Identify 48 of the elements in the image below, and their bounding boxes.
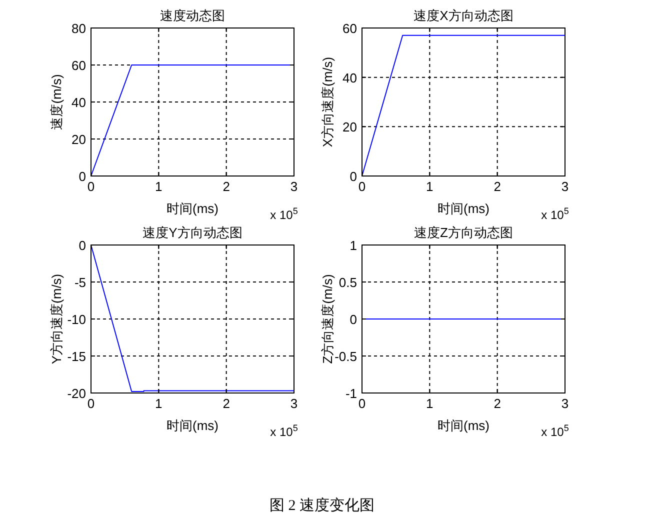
y-tick-label: 0 [78, 169, 86, 184]
x-tick-label: 2 [494, 396, 501, 411]
x-tick-label: 1 [155, 179, 162, 194]
chart-title: 速度Z方向动态图 [414, 225, 513, 240]
x-tick-label: 2 [494, 179, 501, 194]
x-axis-title: 时间(ms) [438, 201, 490, 216]
y-tick-label: 0 [78, 238, 86, 253]
y-tick-label: 0 [350, 312, 357, 327]
y-axis-title: Z方向速度(m/s) [320, 274, 335, 364]
text: x 10$^{5}$ [541, 206, 569, 222]
chart-title: 速度Y方向动态图 [142, 225, 242, 240]
x-tick-label: 1 [155, 396, 162, 411]
text: x 10$^{5}$ [270, 206, 298, 222]
y-axis-title: 速度(m/s) [49, 74, 64, 130]
y-tick-label: -0.5 [334, 349, 357, 364]
text: x 10$^{5}$ [270, 423, 298, 439]
y-tick-label: -10 [67, 312, 86, 327]
y-tick-label: 60 [342, 21, 357, 36]
y-tick-label: 60 [72, 58, 86, 73]
x-axis-title: 时间(ms) [166, 418, 218, 433]
x-tick-label: 3 [561, 179, 569, 194]
y-tick-label: -1 [345, 386, 357, 401]
y-tick-label: 80 [72, 21, 86, 36]
y-tick-label: 20 [342, 120, 357, 135]
x-axis-title: 时间(ms) [438, 418, 490, 433]
x-tick-label: 3 [290, 179, 298, 194]
x-tick-label: 2 [222, 179, 230, 194]
y-tick-label: 0 [350, 169, 357, 184]
y-axis-title: Y方向速度(m/s) [49, 274, 64, 364]
chart-title: 速度X方向动态图 [414, 8, 514, 23]
x-tick-label: 1 [426, 396, 434, 411]
text: x 10$^{5}$ [541, 423, 569, 439]
y-tick-label: 40 [342, 70, 357, 86]
y-tick-label: 0.5 [338, 275, 357, 290]
y-tick-label: 1 [350, 238, 357, 253]
y-tick-label: 20 [72, 132, 86, 147]
x-tick-label: 3 [561, 396, 569, 411]
x-axis-title: 时间(ms) [166, 201, 218, 216]
chart-title: 速度动态图 [160, 8, 225, 23]
y-tick-label: -20 [67, 386, 86, 401]
y-tick-label: -15 [67, 349, 86, 364]
caption: 图 2 速度变化图 [270, 497, 374, 514]
x-tick-label: 1 [426, 179, 434, 194]
y-tick-label: -5 [74, 275, 86, 290]
x-tick-label: 3 [290, 396, 298, 411]
y-axis-title: X方向速度(m/s) [320, 56, 335, 148]
y-tick-label: 40 [72, 95, 86, 110]
x-tick-label: 2 [222, 396, 230, 411]
